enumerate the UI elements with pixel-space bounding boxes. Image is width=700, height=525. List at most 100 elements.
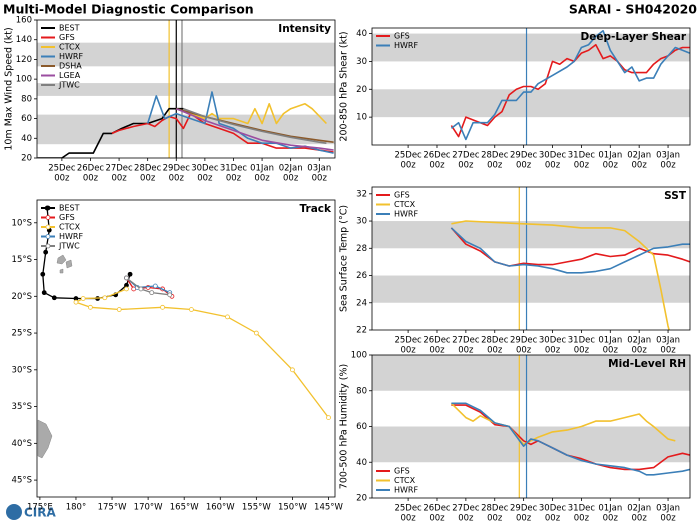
band (37, 42, 335, 67)
x-tick-sublabel: 00z (545, 161, 561, 171)
x-tick-sublabel: 00z (458, 346, 474, 356)
x-tick-label: 26Dec (423, 504, 451, 514)
x-tick-sublabel: 00z (429, 346, 445, 356)
land (37, 254, 73, 459)
plot-area (372, 187, 690, 330)
panel-title: Intensity (278, 23, 331, 35)
y-tick-label: 80 (21, 94, 32, 104)
x-tick-label: 01Jan (598, 504, 622, 514)
x-tick-sublabel: 00z (226, 174, 242, 184)
legend-label: HWRF (59, 52, 83, 61)
x-tick-label: 30Dec (539, 504, 567, 514)
legend-label: HWRF (394, 41, 418, 50)
legend-label: BEST (59, 24, 80, 33)
track-point (127, 271, 133, 277)
y-axis-label: Sea Surface Temp (°C) (339, 205, 350, 312)
x-tick-label: 150°W (278, 503, 307, 513)
x-tick-sublabel: 00z (458, 514, 474, 524)
x-tick-label: 180° (66, 503, 86, 513)
series-line (175, 107, 334, 151)
legend-marker (45, 234, 51, 239)
axes-frame (36, 199, 336, 498)
x-tick-sublabel: 00z (400, 514, 416, 524)
x-tick-label: 30Dec (539, 336, 567, 346)
legend-marker (45, 215, 51, 220)
x-tick-sublabel: 00z (545, 514, 561, 524)
track-point (40, 271, 46, 277)
track-point (73, 299, 79, 305)
x-tick-sublabel: 00z (516, 346, 532, 356)
legend-label: CTCX (59, 43, 81, 52)
x-tick-label: 28Dec (481, 151, 509, 161)
series-line (450, 30, 690, 141)
series-line (451, 402, 690, 476)
track-point (225, 314, 230, 320)
series-line (451, 220, 670, 330)
x-tick-label: 31Dec (568, 504, 596, 514)
header-title: Multi-Model Diagnostic Comparison (3, 2, 254, 17)
track-point (41, 290, 47, 296)
legend-label: CTCX (59, 223, 81, 232)
x-tick-label: 28Dec (134, 164, 162, 174)
y-tick-label: 40 (356, 458, 367, 468)
y-tick-label: 40 (356, 29, 367, 39)
x-tick-sublabel: 00z (603, 514, 619, 524)
panel-title: SST (664, 190, 687, 202)
track-point (149, 290, 155, 296)
x-tick-label: 31Dec (220, 164, 248, 174)
track-point (51, 295, 57, 301)
legend-label: JTWC (58, 81, 80, 90)
x-tick-label: 03Jan (656, 151, 680, 161)
x-tick-label: 26Dec (77, 164, 105, 174)
x-tick-label: 29Dec (163, 164, 191, 174)
x-tick-label: 01Jan (598, 151, 622, 161)
y-tick-label: 10°S (12, 218, 32, 228)
band (372, 33, 690, 62)
plot-area (37, 20, 335, 158)
series-line (37, 107, 184, 158)
legend-label: JTWC (58, 242, 80, 251)
x-tick-sublabel: 00z (283, 174, 299, 184)
track-point (102, 295, 108, 301)
legend-label: GFS (59, 33, 75, 42)
x-tick-sublabel: 00z (400, 346, 416, 356)
y-tick-label: 60 (356, 422, 367, 432)
x-tick-label: 31Dec (568, 151, 596, 161)
x-tick-label: 02Jan (279, 164, 303, 174)
series-line (146, 91, 334, 154)
x-tick-sublabel: 00z (574, 514, 590, 524)
x-tick-label: 30Dec (191, 164, 219, 174)
y-tick-label: 40 (21, 134, 32, 144)
x-tick-sublabel: 00z (574, 161, 590, 171)
x-tick-label: 26Dec (423, 151, 451, 161)
series-line (176, 103, 327, 125)
x-tick-sublabel: 00z (603, 161, 619, 171)
plot-area (372, 355, 690, 498)
y-tick-label: 60 (21, 114, 32, 124)
x-tick-label: 155°W (242, 503, 271, 513)
header-storm: SARAI - SH042020 (569, 2, 697, 17)
x-tick-sublabel: 00z (632, 161, 648, 171)
legend-label: CTCX (394, 476, 416, 485)
panel-title: Mid-Level RH (608, 358, 686, 370)
x-tick-label: 03Jan (307, 164, 331, 174)
island (59, 268, 64, 274)
track-point (290, 367, 295, 373)
y-tick-label: 20 (356, 494, 367, 504)
series-line (450, 227, 690, 274)
x-tick-sublabel: 00z (458, 161, 474, 171)
y-tick-label: 25°S (12, 329, 32, 339)
x-tick-label: 175°W (98, 503, 127, 513)
legend-label: HWRF (59, 232, 83, 241)
x-tick-sublabel: 00z (111, 174, 127, 184)
x-tick-sublabel: 00z (603, 346, 619, 356)
plot-area (40, 205, 331, 421)
legend-marker (45, 224, 51, 230)
x-tick-label: 02Jan (627, 151, 651, 161)
y-tick-label: 160 (16, 16, 32, 26)
band (37, 83, 335, 96)
y-tick-label: 15°S (12, 255, 32, 265)
legend-label: GFS (394, 191, 410, 200)
band (372, 355, 690, 391)
